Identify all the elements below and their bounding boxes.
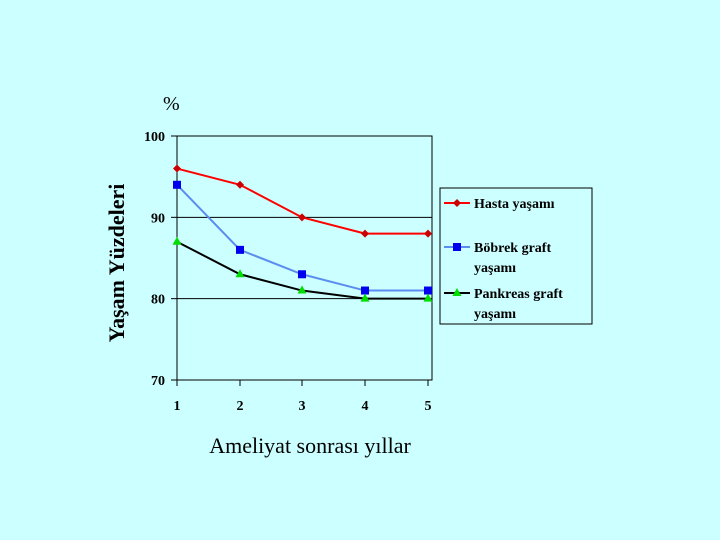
x-tick-label: 2: [237, 399, 244, 414]
data-point: [361, 229, 369, 238]
legend-label: Hasta yaşamı: [474, 197, 555, 212]
data-point: [235, 269, 245, 278]
axes: 100 90 80 70 1 2 3 4 5: [144, 130, 432, 414]
legend-marker: [452, 288, 462, 296]
data-point: [172, 236, 182, 245]
grid: [177, 216, 432, 300]
legend-label: yaşamı: [474, 261, 516, 276]
data-point: [298, 270, 306, 279]
data-point: [236, 180, 244, 189]
data-point: [173, 180, 181, 189]
y-axis-label: Yaşam Yüzdeleri: [104, 184, 129, 343]
y-tick-label: 100: [144, 130, 165, 145]
x-tick-label: 5: [425, 399, 432, 414]
legend-label: Böbrek graft: [474, 241, 551, 256]
x-axis-label: Ameliyat sonrası yıllar: [209, 433, 411, 458]
data-point: [360, 293, 370, 302]
data-point: [424, 286, 432, 295]
data-point: [297, 285, 307, 294]
unit-label: %: [163, 93, 180, 115]
legend-marker: [453, 243, 461, 251]
legend-label: yaşamı: [474, 307, 516, 322]
x-tick-label: 4: [362, 399, 369, 414]
legend-marker: [453, 199, 461, 207]
data-point: [298, 213, 306, 222]
x-tick-label: 3: [299, 399, 306, 414]
y-tick-label: 70: [151, 374, 165, 389]
data-point: [236, 245, 244, 254]
series: [172, 164, 433, 302]
data-point: [424, 229, 432, 238]
data-point: [173, 164, 181, 173]
y-tick-label: 90: [151, 211, 165, 226]
data-point: [423, 293, 433, 302]
y-tick-label: 80: [151, 293, 165, 308]
legend-box: [439, 187, 593, 325]
legend: Hasta yaşamı Böbrek graft yaşamı Pankreas g…: [439, 187, 593, 325]
legend-label: Pankreas graft: [474, 287, 563, 302]
plot-area: [176, 135, 433, 381]
x-tick-label: 1: [174, 399, 181, 414]
data-point: [361, 286, 369, 295]
